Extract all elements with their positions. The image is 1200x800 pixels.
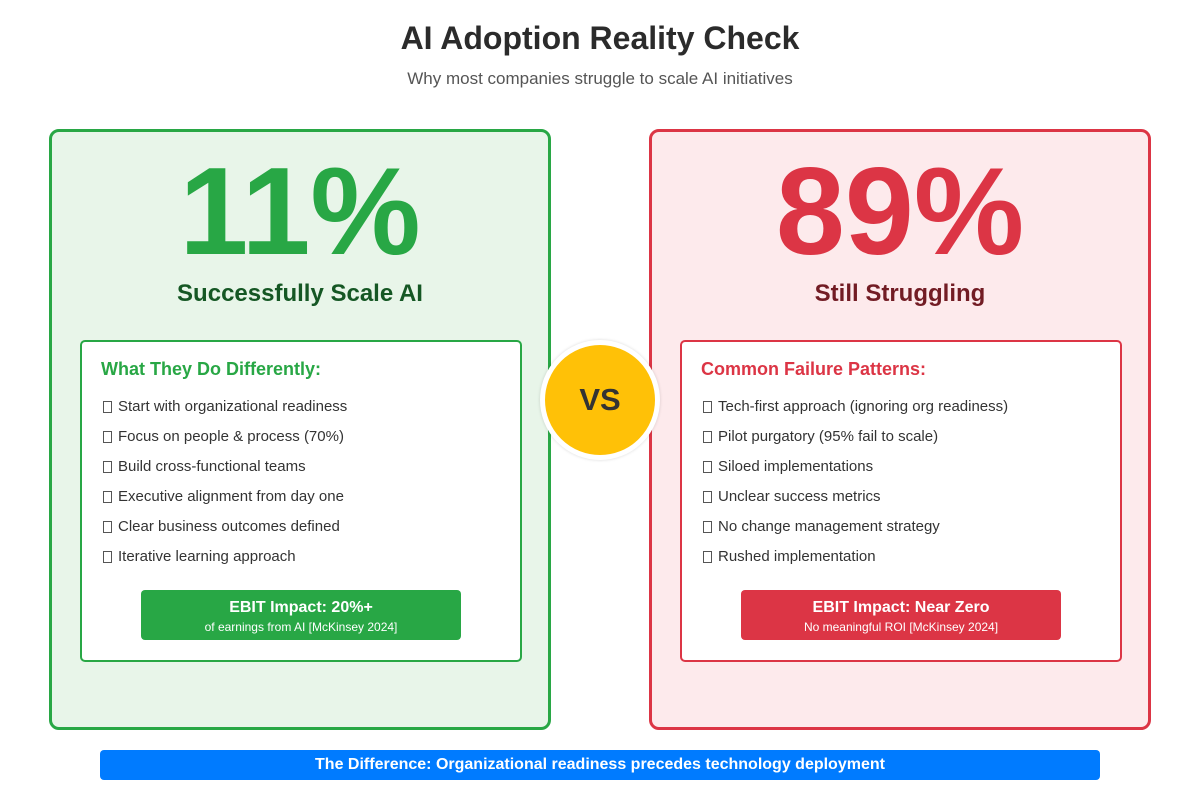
- fail-ebit-badge: EBIT Impact: Near Zero No meaningful ROI…: [741, 590, 1061, 640]
- list-item-text: Unclear success metrics: [718, 488, 881, 505]
- list-item-text: Rushed implementation: [718, 548, 876, 565]
- success-heading: What They Do Differently:: [101, 359, 322, 379]
- bullet-icon: [703, 401, 712, 413]
- list-item-text: Clear business outcomes defined: [118, 518, 340, 535]
- fail-list: Tech-first approach (ignoring org readin…: [703, 396, 1008, 576]
- bullet-icon: [703, 491, 712, 503]
- bullet-icon: [103, 431, 112, 443]
- bullet-icon: [103, 401, 112, 413]
- list-item: Build cross-functional teams: [103, 456, 347, 486]
- list-item-text: No change management strategy: [718, 518, 940, 535]
- list-item: Unclear success metrics: [703, 486, 1008, 516]
- list-item-text: Start with organizational readiness: [118, 398, 348, 415]
- success-ebit-badge: EBIT Impact: 20%+ of earnings from AI [M…: [141, 590, 461, 640]
- page-subtitle: Why most companies struggle to scale AI …: [407, 69, 793, 88]
- bullet-icon: [103, 461, 112, 473]
- list-item-text: Tech-first approach (ignoring org readin…: [718, 398, 1009, 415]
- bullet-icon: [103, 551, 112, 563]
- success-details-card: What They Do Differently: Start with org…: [80, 340, 522, 662]
- success-ebit-subtitle: of earnings from AI [McKinsey 2024]: [204, 620, 398, 634]
- list-item-text: Siloed implementations: [718, 458, 874, 475]
- page-title: AI Adoption Reality Check: [400, 20, 800, 56]
- bullet-icon: [103, 491, 112, 503]
- fail-label: Still Struggling: [814, 280, 986, 307]
- fail-details-card: Common Failure Patterns: Tech-first appr…: [680, 340, 1122, 662]
- bullet-icon: [703, 461, 712, 473]
- list-item-text: Focus on people & process (70%): [118, 428, 344, 445]
- success-ebit-title: EBIT Impact: 20%+: [229, 599, 373, 616]
- fail-heading: Common Failure Patterns:: [701, 359, 927, 379]
- fail-percent: 89%: [775, 143, 1025, 281]
- bullet-icon: [103, 521, 112, 533]
- list-item-text: Pilot purgatory (95% fail to scale): [718, 428, 939, 445]
- success-panel: 11% Successfully Scale AI What They Do D…: [49, 129, 551, 730]
- list-item: Siloed implementations: [703, 456, 1008, 486]
- list-item-text: Executive alignment from day one: [118, 488, 344, 505]
- list-item-text: Build cross-functional teams: [118, 458, 306, 475]
- list-item: No change management strategy: [703, 516, 1008, 546]
- success-percent: 11%: [179, 143, 421, 281]
- list-item: Iterative learning approach: [103, 546, 347, 576]
- list-item: Tech-first approach (ignoring org readin…: [703, 396, 1008, 426]
- vs-badge: VS: [540, 340, 660, 460]
- list-item: Pilot purgatory (95% fail to scale): [703, 426, 1008, 456]
- fail-ebit-title: EBIT Impact: Near Zero: [812, 599, 990, 616]
- list-item: Clear business outcomes defined: [103, 516, 347, 546]
- success-label: Successfully Scale AI: [177, 280, 423, 307]
- bullet-icon: [703, 521, 712, 533]
- success-list: Start with organizational readiness Focu…: [103, 396, 347, 576]
- list-item: Rushed implementation: [703, 546, 1008, 576]
- fail-ebit-subtitle: No meaningful ROI [McKinsey 2024]: [803, 620, 999, 634]
- bullet-icon: [703, 551, 712, 563]
- list-item-text: Iterative learning approach: [118, 548, 296, 565]
- bullet-icon: [703, 431, 712, 443]
- list-item: Focus on people & process (70%): [103, 426, 347, 456]
- list-item: Start with organizational readiness: [103, 396, 347, 426]
- list-item: Executive alignment from day one: [103, 486, 347, 516]
- fail-panel: 89% Still Struggling Common Failure Patt…: [649, 129, 1151, 730]
- difference-banner: The Difference: Organizational readiness…: [100, 750, 1100, 780]
